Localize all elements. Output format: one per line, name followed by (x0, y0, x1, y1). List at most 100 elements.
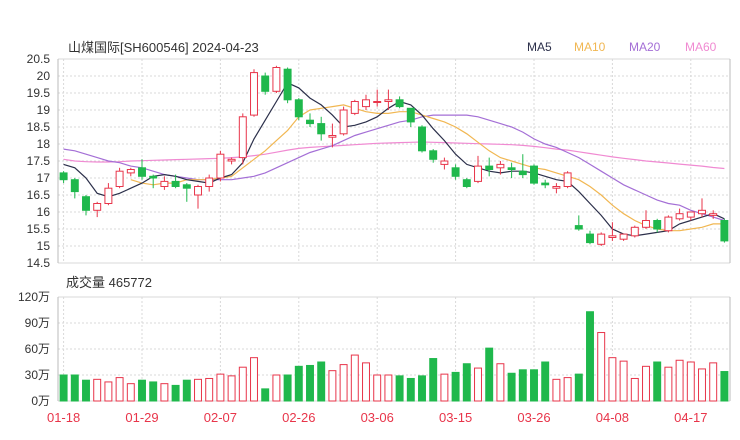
volume-bar (418, 375, 426, 402)
volume-bar (429, 358, 438, 402)
candle (317, 116, 326, 141)
volume-tick-label: 0万 (31, 394, 50, 408)
legend-ma5: MA5 (527, 40, 552, 54)
candle (608, 222, 617, 241)
price-grid (57, 58, 731, 264)
candle (328, 123, 337, 148)
candle (250, 69, 258, 117)
candle (306, 113, 314, 127)
ma10-line (130, 104, 725, 232)
price-y-axis: 20.5 20 19.5 19 18.5 18 17.5 17 16.5 16 15.5 15 14.5 (27, 52, 51, 270)
date-tick-label: 03-15 (439, 410, 472, 425)
volume-bar (406, 377, 415, 402)
legend-ma10: MA10 (574, 40, 606, 54)
candle (384, 89, 393, 110)
candle (552, 183, 561, 194)
candle (440, 157, 449, 170)
ma20-line (63, 114, 725, 222)
volume-bar (574, 373, 583, 402)
volume-bar (474, 367, 482, 402)
volume-bar (653, 361, 662, 402)
volume-bar (149, 381, 158, 402)
candle (586, 230, 594, 245)
volume-bar (227, 375, 236, 402)
candle (194, 184, 202, 209)
candle (149, 174, 158, 189)
candle (182, 183, 191, 202)
chart-title: 山煤国际[SH600546] 2024-04-23 (68, 40, 259, 55)
candle (238, 113, 247, 165)
volume-bar (462, 363, 471, 402)
volume-bar (115, 377, 124, 402)
volume-bar (597, 332, 606, 402)
date-tick-label: 03-26 (517, 410, 550, 425)
volume-bar (216, 373, 225, 402)
price-tick-label: 15 (37, 239, 51, 253)
volume-bar (171, 384, 180, 402)
legend-ma20: MA20 (629, 40, 661, 54)
price-tick-label: 16 (37, 205, 51, 219)
volume-bar (485, 347, 494, 402)
date-tick-label: 01-18 (47, 410, 80, 425)
candle (462, 178, 471, 189)
candle (507, 162, 516, 178)
candle (429, 149, 438, 163)
candle (373, 89, 382, 107)
volume-bar (586, 311, 594, 402)
volume-bar (642, 365, 650, 402)
candle (160, 176, 169, 190)
candle (630, 225, 639, 238)
candle (126, 167, 135, 177)
candle (82, 195, 90, 216)
candle (104, 183, 113, 206)
price-tick-label: 19.5 (27, 86, 51, 100)
candle (339, 106, 348, 136)
volume-tick-label: 120万 (18, 290, 50, 304)
moving-average-lines (63, 82, 725, 237)
volume-bars (59, 311, 729, 402)
volume-bar (395, 375, 404, 402)
volume-bar (272, 374, 281, 402)
candle (597, 232, 606, 246)
legend-ma60: MA60 (685, 40, 717, 54)
volume-bar (518, 369, 527, 402)
candle (59, 171, 68, 184)
candle (283, 67, 292, 104)
volume-tick-label: 60万 (25, 342, 50, 356)
candle (138, 159, 146, 180)
candle (227, 157, 236, 165)
candle (675, 208, 684, 221)
ma60-line (63, 141, 725, 170)
candle (451, 164, 460, 180)
candle (474, 155, 482, 184)
volume-bar (373, 374, 382, 402)
candle (205, 174, 214, 192)
price-tick-label: 14.5 (27, 256, 51, 270)
legend: MA5 MA10 MA20 MA60 (527, 40, 717, 54)
volume-bar (283, 374, 292, 402)
volume-bar (59, 374, 68, 402)
volume-bar (82, 379, 90, 402)
volume-bar (530, 369, 538, 402)
volume-bar (698, 368, 706, 402)
date-tick-label: 04-17 (674, 410, 707, 425)
candle (720, 218, 729, 243)
candle (406, 107, 415, 127)
volume-bar (70, 374, 79, 402)
price-tick-label: 20 (37, 69, 51, 83)
volume-bar (541, 361, 550, 402)
volume-bar (384, 374, 393, 402)
date-tick-label: 02-26 (282, 410, 315, 425)
volume-bar (238, 366, 247, 402)
candle (518, 154, 527, 178)
volume-bar (328, 370, 337, 402)
candle (294, 98, 303, 121)
price-tick-label: 17 (37, 171, 51, 185)
volume-bar (350, 354, 359, 402)
volume-bar (720, 371, 729, 402)
candle (418, 125, 426, 153)
price-tick-label: 18 (37, 137, 51, 151)
candle (93, 201, 102, 218)
candle (619, 233, 628, 241)
